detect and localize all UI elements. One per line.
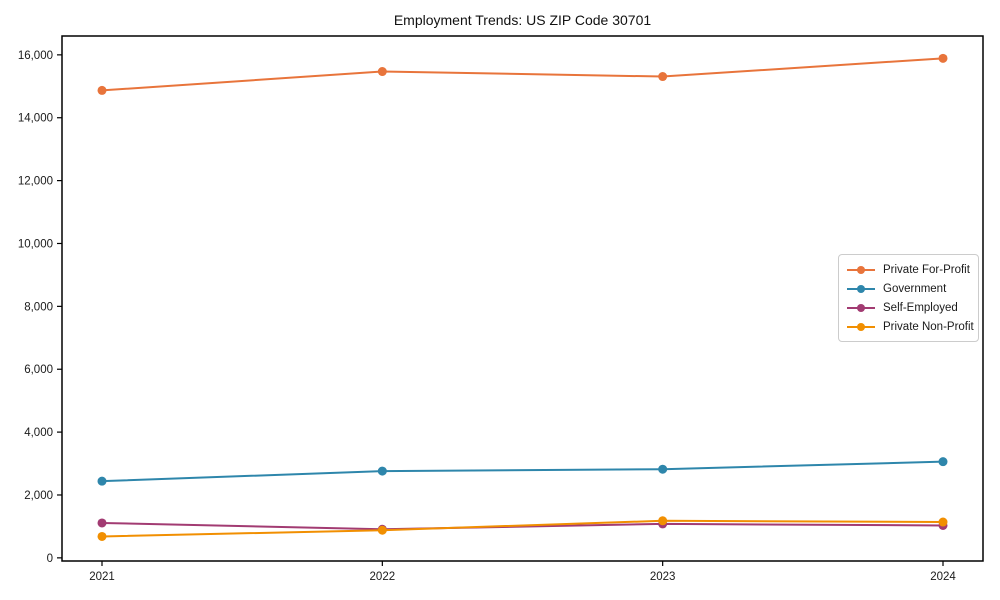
data-point — [377, 466, 387, 476]
y-tick-label: 2,000 — [24, 490, 53, 502]
y-tick-label: 12,000 — [18, 176, 53, 188]
legend-label: Private Non-Profit — [883, 320, 974, 333]
legend-label: Government — [883, 282, 947, 295]
x-tick-label: 2022 — [370, 571, 396, 583]
legend-item: Private For-Profit — [847, 261, 970, 279]
y-tick-label: 0 — [47, 553, 53, 565]
y-tick-label: 14,000 — [18, 113, 53, 125]
legend-dot-icon — [857, 265, 865, 274]
data-point — [377, 67, 387, 77]
data-point — [658, 72, 668, 82]
data-point — [97, 531, 107, 541]
data-point — [658, 464, 668, 474]
data-point — [97, 476, 107, 486]
y-tick-label: 10,000 — [18, 238, 53, 250]
legend-dot-icon — [857, 303, 865, 312]
legend-marker-icon — [847, 303, 875, 312]
legend-marker-icon — [847, 284, 875, 293]
x-tick-label: 2023 — [650, 571, 676, 583]
y-tick-label: 16,000 — [18, 50, 53, 62]
data-point — [377, 525, 387, 535]
y-tick-label: 4,000 — [24, 427, 53, 439]
legend-marker-icon — [847, 322, 875, 331]
plot-border — [61, 35, 984, 562]
legend-label: Self-Employed — [883, 301, 958, 314]
data-point — [97, 518, 107, 528]
x-tick-label: 2024 — [930, 571, 956, 583]
data-point — [938, 53, 948, 63]
x-tick-label: 2021 — [89, 571, 115, 583]
legend-item: Private Non-Profit — [847, 318, 974, 336]
chart-title: Employment Trends: US ZIP Code 30701 — [393, 12, 652, 28]
legend: Private For-Profit Government Self-Employe… — [838, 254, 979, 342]
legend-item: Self-Employed — [847, 299, 970, 317]
legend-label: Private For-Profit — [883, 263, 970, 276]
legend-dot-icon — [857, 322, 865, 331]
series-line-self-employed — [101, 521, 944, 531]
data-point — [938, 457, 948, 467]
series-line-government — [101, 460, 944, 483]
data-point — [658, 516, 668, 526]
y-tick-label: 6,000 — [24, 364, 53, 376]
data-point — [97, 85, 107, 95]
series-line-private-for-profit — [101, 57, 944, 92]
legend-dot-icon — [857, 284, 865, 293]
series-line-private-non-profit — [101, 519, 944, 538]
y-tick-label: 8,000 — [24, 301, 53, 313]
data-point — [938, 517, 948, 527]
legend-item: Government — [847, 280, 970, 298]
legend-marker-icon — [847, 265, 875, 274]
